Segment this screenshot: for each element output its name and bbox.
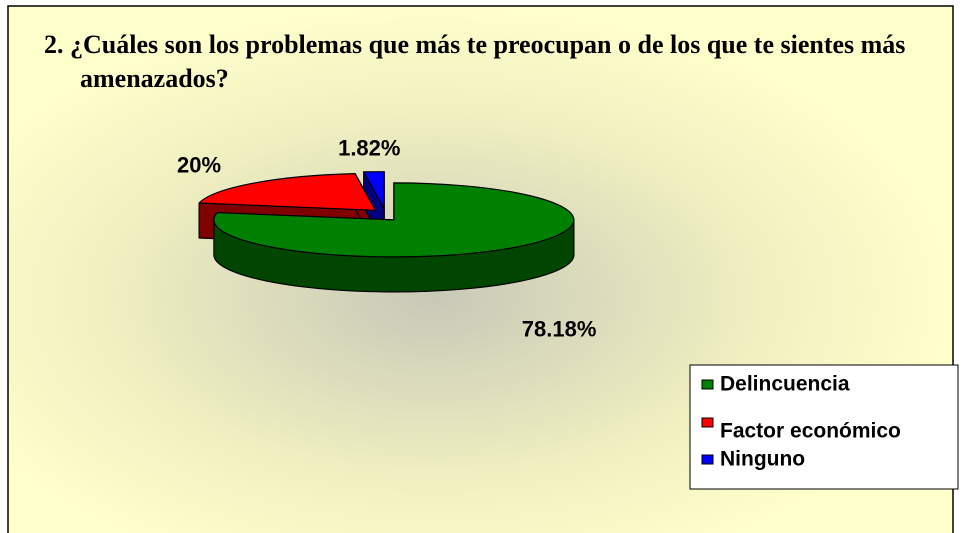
slice	[363, 171, 385, 210]
legend-label: Delincuencia	[720, 373, 850, 396]
chart-title: 2. ¿Cuáles son los problemas que más te …	[44, 30, 906, 93]
slice	[198, 173, 377, 211]
data-label: 1.82%	[338, 135, 400, 160]
data-label: 20%	[177, 153, 221, 178]
legend-marker	[701, 379, 714, 390]
data-label: 78.18%	[522, 317, 597, 342]
legend-marker	[701, 454, 714, 465]
legend-label: Factor económico	[720, 420, 901, 443]
frame	[7, 5, 954, 533]
legend-box	[689, 364, 959, 490]
legend: Delincuencia Factor económico Ninguno	[689, 364, 959, 490]
legend-marker	[701, 417, 714, 428]
legend-label: Ninguno	[720, 448, 805, 471]
slice	[213, 182, 575, 258]
pie: 78.18% 20% 1.82%	[177, 135, 596, 341]
